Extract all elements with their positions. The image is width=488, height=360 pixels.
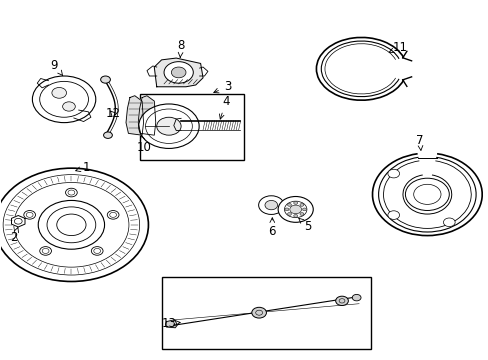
Circle shape xyxy=(171,67,185,78)
Text: 12: 12 xyxy=(105,107,120,120)
Circle shape xyxy=(335,296,347,306)
Text: 4: 4 xyxy=(219,95,229,119)
Circle shape xyxy=(293,202,297,204)
Text: 9: 9 xyxy=(50,59,62,76)
Circle shape xyxy=(278,197,313,222)
Circle shape xyxy=(387,169,399,178)
Polygon shape xyxy=(126,96,143,135)
Circle shape xyxy=(157,117,181,135)
Circle shape xyxy=(351,294,360,301)
Circle shape xyxy=(24,211,36,219)
Circle shape xyxy=(285,208,288,211)
Polygon shape xyxy=(12,216,25,227)
Text: 11: 11 xyxy=(388,41,407,54)
Circle shape xyxy=(287,212,291,215)
Circle shape xyxy=(107,211,119,219)
Circle shape xyxy=(293,215,297,217)
Circle shape xyxy=(139,104,199,148)
Text: 7: 7 xyxy=(415,134,423,150)
Circle shape xyxy=(302,208,306,211)
Circle shape xyxy=(299,203,303,206)
Bar xyxy=(140,94,244,160)
Circle shape xyxy=(32,76,96,123)
Circle shape xyxy=(101,76,110,83)
Text: 1: 1 xyxy=(76,161,90,174)
Circle shape xyxy=(62,102,75,111)
Circle shape xyxy=(264,201,277,210)
Polygon shape xyxy=(165,320,177,328)
Circle shape xyxy=(387,211,399,219)
Circle shape xyxy=(287,203,291,206)
Circle shape xyxy=(289,205,301,214)
Circle shape xyxy=(405,178,448,211)
Circle shape xyxy=(52,87,66,98)
Text: 8: 8 xyxy=(177,39,184,58)
Circle shape xyxy=(57,214,86,235)
Text: 5: 5 xyxy=(298,218,311,233)
Text: 3: 3 xyxy=(213,80,231,93)
Circle shape xyxy=(0,168,148,282)
Circle shape xyxy=(40,247,51,255)
Polygon shape xyxy=(173,118,181,131)
Circle shape xyxy=(299,212,303,215)
Text: 6: 6 xyxy=(268,218,276,238)
Text: 10: 10 xyxy=(137,135,152,154)
Circle shape xyxy=(163,62,193,83)
Circle shape xyxy=(258,196,284,215)
Circle shape xyxy=(38,201,104,249)
Polygon shape xyxy=(154,58,203,87)
Circle shape xyxy=(91,247,103,255)
Bar xyxy=(161,277,370,348)
Text: 13: 13 xyxy=(161,317,180,330)
Text: 2: 2 xyxy=(11,228,19,244)
Polygon shape xyxy=(138,96,156,135)
Circle shape xyxy=(251,307,266,318)
Circle shape xyxy=(103,132,112,138)
Circle shape xyxy=(65,188,77,197)
Circle shape xyxy=(443,218,454,226)
